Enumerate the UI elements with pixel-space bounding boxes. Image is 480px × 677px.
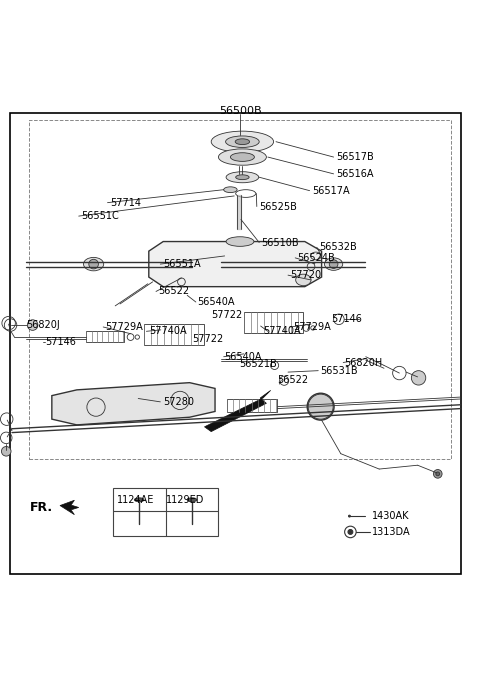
Text: 57720: 57720 xyxy=(290,270,322,280)
Bar xyxy=(113,488,218,536)
Bar xyxy=(144,324,204,345)
Text: 1313DA: 1313DA xyxy=(372,527,410,537)
Text: 57280: 57280 xyxy=(163,397,194,407)
Polygon shape xyxy=(60,500,79,515)
Text: 56540A: 56540A xyxy=(225,352,262,362)
Polygon shape xyxy=(149,242,322,286)
Ellipse shape xyxy=(226,136,259,148)
Text: 57146: 57146 xyxy=(46,337,76,347)
Text: 56820J: 56820J xyxy=(26,320,60,330)
Ellipse shape xyxy=(226,172,259,183)
Text: 57146: 57146 xyxy=(331,314,362,324)
Ellipse shape xyxy=(236,175,249,179)
Text: 56531B: 56531B xyxy=(321,366,358,376)
Circle shape xyxy=(411,371,426,385)
Bar xyxy=(227,399,277,412)
Text: 56540A: 56540A xyxy=(197,297,234,307)
Text: 57729A: 57729A xyxy=(106,322,144,332)
Ellipse shape xyxy=(134,498,144,502)
Circle shape xyxy=(329,260,338,268)
Text: 56510B: 56510B xyxy=(262,238,299,248)
Ellipse shape xyxy=(84,257,104,271)
Text: 56525B: 56525B xyxy=(259,202,297,211)
Ellipse shape xyxy=(296,274,311,286)
Text: FR.: FR. xyxy=(30,501,53,514)
Text: 56522: 56522 xyxy=(158,286,190,297)
Circle shape xyxy=(89,259,98,269)
Text: 57722: 57722 xyxy=(211,311,242,320)
Text: 57740A: 57740A xyxy=(263,326,300,336)
Ellipse shape xyxy=(187,498,197,502)
Text: 57722: 57722 xyxy=(192,334,223,343)
Bar xyxy=(86,331,124,343)
Ellipse shape xyxy=(348,515,350,517)
Ellipse shape xyxy=(235,139,250,145)
Circle shape xyxy=(348,529,353,534)
Text: 57740A: 57740A xyxy=(149,326,186,336)
Text: 56551C: 56551C xyxy=(82,211,120,221)
Circle shape xyxy=(1,447,11,456)
Text: 1430AK: 1430AK xyxy=(372,511,409,521)
Text: 56524B: 56524B xyxy=(298,253,336,263)
Text: 56517A: 56517A xyxy=(312,185,349,196)
Text: 1129ED: 1129ED xyxy=(166,496,204,505)
Circle shape xyxy=(436,472,440,476)
Bar xyxy=(244,311,303,332)
Text: 56522: 56522 xyxy=(277,375,309,385)
Ellipse shape xyxy=(218,149,266,165)
Circle shape xyxy=(307,393,334,420)
Polygon shape xyxy=(52,383,215,425)
Text: 56521B: 56521B xyxy=(239,359,277,369)
Text: 56500B: 56500B xyxy=(219,106,261,116)
Text: 56517B: 56517B xyxy=(336,152,374,162)
Text: 57729A: 57729A xyxy=(293,322,331,332)
Text: 57714: 57714 xyxy=(110,198,142,208)
Ellipse shape xyxy=(224,187,237,192)
Text: 56551A: 56551A xyxy=(163,259,201,269)
Bar xyxy=(29,120,451,458)
Polygon shape xyxy=(204,391,271,432)
Ellipse shape xyxy=(211,131,274,152)
Text: 1124AE: 1124AE xyxy=(117,496,155,505)
Text: 56820H: 56820H xyxy=(345,357,383,368)
Ellipse shape xyxy=(226,237,254,246)
Text: 56532B: 56532B xyxy=(319,242,357,253)
Circle shape xyxy=(433,470,442,478)
Ellipse shape xyxy=(230,153,254,161)
Text: 56516A: 56516A xyxy=(336,169,373,179)
Circle shape xyxy=(27,320,38,330)
Ellipse shape xyxy=(324,258,343,270)
